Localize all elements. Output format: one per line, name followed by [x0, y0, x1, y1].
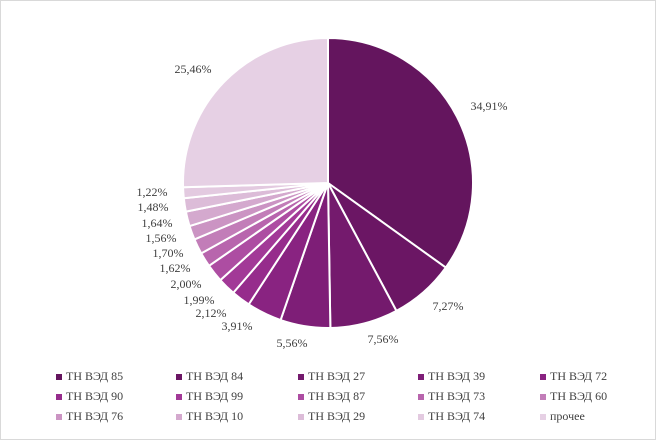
legend-label: ТН ВЭД 76 — [66, 409, 123, 423]
data-label: 1,22% — [137, 185, 168, 199]
data-labels: 34,91% 7,27% 7,56% 5,56% 3,91%2,12%1,99% 2,00… — [137, 62, 508, 350]
data-label: 1,70% — [153, 246, 184, 260]
legend-label: ТН ВЭД 29 — [308, 409, 365, 423]
legend-swatch — [298, 394, 304, 400]
legend-swatch — [418, 414, 424, 420]
legend-label: ТН ВЭД 74 — [428, 409, 485, 423]
legend-item: ТН ВЭД 87 — [298, 389, 365, 403]
pie-slice — [327, 37, 474, 269]
legend-item: ТН ВЭД 84 — [176, 369, 243, 383]
legend-swatch — [176, 394, 182, 400]
data-label: 2,12% — [196, 306, 227, 320]
legend-item: ТН ВЭД 60 — [540, 389, 607, 403]
legend-item: ТН ВЭД 72 — [540, 369, 607, 383]
legend-label: ТН ВЭД 39 — [428, 369, 485, 383]
legend: ТН ВЭД 85 ТН ВЭД 84 ТН ВЭД 27 ТН ВЭД 39 ТН В… — [56, 369, 607, 423]
legend-swatch — [298, 374, 304, 380]
legend-item: ТН ВЭД 29 — [298, 409, 365, 423]
legend-swatch — [418, 394, 424, 400]
pie-slices — [182, 37, 474, 329]
data-label: 2,00% — [171, 277, 202, 291]
legend-swatch — [418, 374, 424, 380]
data-label: 7,56% — [368, 332, 399, 346]
legend-label: ТН ВЭД 10 — [186, 409, 243, 423]
legend-swatch — [56, 394, 62, 400]
legend-swatch — [540, 374, 546, 380]
legend-label: ТН ВЭД 87 — [308, 389, 365, 403]
legend-item: ТН ВЭД 39 — [418, 369, 485, 383]
data-label: 7,27% — [433, 299, 464, 313]
legend-item: прочее — [540, 409, 585, 423]
data-label: 1,99% — [184, 293, 215, 307]
legend-label: ТН ВЭД 73 — [428, 389, 485, 403]
legend-item: ТН ВЭД 99 — [176, 389, 243, 403]
legend-label: ТН ВЭД 84 — [186, 369, 243, 383]
legend-swatch — [176, 374, 182, 380]
legend-item: ТН ВЭД 90 — [56, 389, 123, 403]
legend-swatch — [540, 394, 546, 400]
pie-slice — [182, 37, 329, 189]
legend-item: ТН ВЭД 85 — [56, 369, 123, 383]
legend-item: ТН ВЭД 76 — [56, 409, 123, 423]
data-label: 25,46% — [175, 62, 212, 76]
legend-label: прочее — [550, 409, 585, 423]
legend-label: ТН ВЭД 99 — [186, 389, 243, 403]
legend-label: ТН ВЭД 60 — [550, 389, 607, 403]
legend-swatch — [298, 414, 304, 420]
data-label: 3,91% — [222, 319, 253, 333]
data-label: 1,62% — [160, 261, 191, 275]
legend-item: ТН ВЭД 74 — [418, 409, 485, 423]
data-label: 5,56% — [277, 336, 308, 350]
legend-item: ТН ВЭД 27 — [298, 369, 365, 383]
legend-label: ТН ВЭД 85 — [66, 369, 123, 383]
legend-label: ТН ВЭД 90 — [66, 389, 123, 403]
data-label: 1,64% — [142, 216, 173, 230]
legend-swatch — [56, 374, 62, 380]
data-label: 34,91% — [471, 99, 508, 113]
data-label: 1,56% — [146, 231, 177, 245]
legend-label: ТН ВЭД 72 — [550, 369, 607, 383]
legend-swatch — [540, 414, 546, 420]
legend-item: ТН ВЭД 73 — [418, 389, 485, 403]
legend-swatch — [56, 414, 62, 420]
data-label: 1,48% — [138, 200, 169, 214]
legend-label: ТН ВЭД 27 — [308, 369, 365, 383]
legend-item: ТН ВЭД 10 — [176, 409, 243, 423]
legend-swatch — [176, 414, 182, 420]
